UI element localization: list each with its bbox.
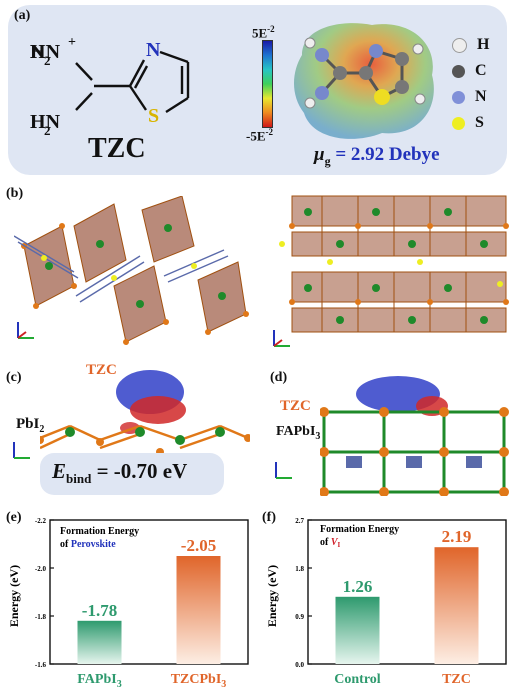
esp-min-label: -5E-2 — [246, 127, 273, 144]
panel-e-label: (e) — [6, 510, 22, 525]
panel-f-label: (f) — [262, 510, 276, 525]
svg-text:+: + — [68, 35, 76, 50]
svg-text:HN: HN — [30, 111, 61, 133]
chart-f-ytick-label-2: 1.8 — [295, 565, 304, 573]
plot-frame-f — [307, 519, 507, 665]
chart-e-bar-1 — [176, 556, 221, 664]
chart-e-value-label-0: -1.78 — [82, 601, 117, 620]
plot-frame-e — [49, 519, 249, 665]
tzc-structure: N HN 2 + HN 2 N S — [30, 35, 190, 138]
chart-e-ytick-label-1: -1.8 — [35, 613, 47, 621]
molecule-name: TZC — [88, 133, 146, 164]
legend-item-n: N — [452, 84, 508, 110]
chart-f-ytick-label-1: 0.9 — [295, 613, 304, 621]
chart-e-title-1: Formation Energy — [60, 526, 139, 537]
binding-energy-box — [40, 453, 224, 495]
panel-c-molecule-label: TZC — [86, 362, 117, 378]
chart-f-value-label-1: 2.19 — [442, 527, 472, 546]
chart-f-ytick-label-3: 2.7 — [295, 517, 304, 525]
atom-legend: H C N S — [452, 32, 508, 136]
chart-e-ytick-label-2: -2.0 — [35, 565, 47, 573]
chart-f: 0.0 0.9 1.8 2.7 1.26 Control 2.19 TZC Energy (… — [265, 517, 507, 687]
panel-d-substrate-label: FAPbI3 — [276, 424, 321, 442]
svg-text:2: 2 — [44, 53, 51, 68]
chart-f-category-label-0: Control — [334, 672, 381, 687]
chart-f-value-label-0: 1.26 — [343, 577, 373, 596]
chart-f-category-label-1: TZC — [442, 672, 471, 687]
legend-item-s: S — [452, 110, 508, 136]
chart-f-bar-1 — [434, 547, 479, 664]
panel-d-molecule-label: TZC — [280, 398, 311, 414]
panel-c-substrate-label: PbI2 — [16, 416, 45, 435]
axis-icon-d — [275, 462, 292, 479]
ylabel-f: Energy (eV) — [265, 565, 279, 627]
panel-b-label: (b) — [6, 186, 24, 201]
charge-density-fapbi3 — [320, 376, 509, 496]
panel-c-label: (c) — [6, 370, 22, 385]
svg-text:2: 2 — [44, 123, 51, 138]
chart-e-value-label-1: -2.05 — [181, 536, 216, 555]
panel-d-label: (d) — [270, 370, 288, 385]
chart-f-title-1: Formation Energy — [320, 524, 399, 535]
atom-n-ring: N — [146, 39, 161, 61]
binding-energy: Ebind = -0.70 eV — [52, 459, 188, 487]
atom-s-ring: S — [148, 105, 159, 127]
crystal-structure-right — [273, 195, 509, 347]
chart-e-ytick-label-3: -2.2 — [35, 517, 47, 525]
chart-e-title-2: of Perovskite — [60, 539, 116, 550]
chart-f-bar-0 — [335, 596, 380, 664]
axis-icon-c — [13, 442, 30, 459]
crystal-structure-left — [14, 196, 249, 345]
chart-f-ytick-label-0: 0.0 — [295, 661, 304, 669]
chart-e: -1.6 -1.8 -2.0 -2.2 -1.78 FAPbI3 -2.05 TZCPbI3… — [7, 517, 249, 687]
chart-f-title-2: of VI — [320, 537, 341, 549]
charge-density-pbi2 — [40, 370, 250, 456]
chart-e-bar-0 — [77, 620, 122, 664]
esp-max-label: 5E-2 — [252, 24, 275, 41]
esp-colorbar — [262, 40, 273, 128]
esp-surface-map — [294, 23, 434, 139]
legend-item-c: C — [452, 58, 508, 84]
atom-n-top: N — [30, 41, 45, 63]
svg-text:HN: HN — [30, 41, 61, 63]
legend-item-h: H — [452, 32, 508, 58]
ylabel-e: Energy (eV) — [7, 565, 21, 627]
chart-e-category-label-1: TZCPbI3 — [171, 672, 227, 687]
dipole-moment: μg = 2.92 Debye — [314, 144, 440, 168]
chart-e-category-label-0: FAPbI3 — [77, 672, 121, 687]
panel-a-label: (a) — [14, 8, 31, 23]
chart-e-ytick-label-0: -1.6 — [35, 661, 47, 669]
